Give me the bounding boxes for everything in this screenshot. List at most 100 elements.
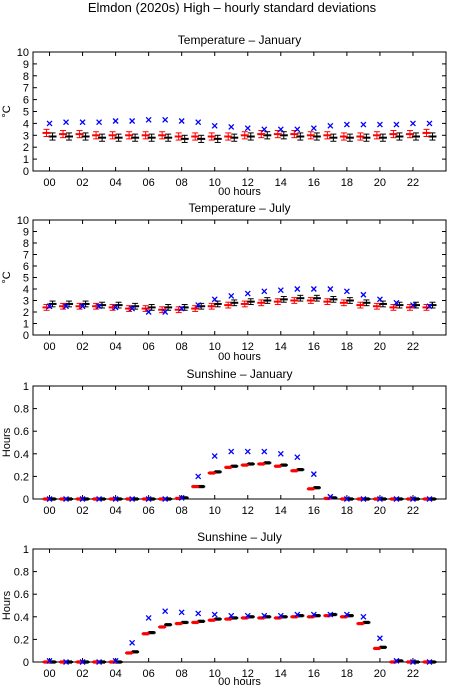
x-tick-label: 18 <box>341 505 353 517</box>
marker-stroke <box>393 496 400 502</box>
error-bar <box>164 304 173 311</box>
error-bar <box>191 484 200 489</box>
x-tick-label: 06 <box>143 505 155 517</box>
x-tick-label: 06 <box>143 177 155 189</box>
marker-stroke <box>96 496 103 502</box>
x-tick-label: 08 <box>176 341 188 353</box>
error-bar <box>389 130 398 139</box>
x-tick-label: 16 <box>308 177 320 189</box>
data-point <box>178 305 185 312</box>
x-tick-label: 16 <box>308 341 320 353</box>
marker-stroke <box>327 493 334 500</box>
y-tick-label: 4 <box>23 118 29 130</box>
x-tick-label: 14 <box>275 505 287 517</box>
y-tick-label: 7 <box>23 250 29 262</box>
data-point <box>294 611 301 618</box>
data-point <box>63 496 69 502</box>
marker-stroke <box>277 612 284 619</box>
marker-stroke <box>343 611 350 618</box>
x-tick-label: 20 <box>374 341 386 353</box>
marker-stroke <box>46 496 53 502</box>
y-tick-label: 0.4 <box>14 449 29 461</box>
data-point <box>393 299 400 306</box>
y-tick-label: 1 <box>23 544 29 556</box>
marker-stroke <box>129 118 136 124</box>
data-point <box>277 450 284 457</box>
data-point <box>162 309 169 315</box>
data-point <box>327 493 334 500</box>
data-point <box>261 612 268 619</box>
marker-stroke <box>426 659 433 665</box>
error-bar <box>329 133 338 142</box>
marker-stroke <box>162 309 169 315</box>
marker-stroke <box>79 303 86 310</box>
error-bar <box>372 302 381 310</box>
error-bar <box>257 130 266 139</box>
y-tick-label: 10 <box>17 47 29 59</box>
error-bar <box>389 304 398 311</box>
data-point <box>376 496 383 502</box>
marker-stroke <box>261 126 268 133</box>
marker-stroke <box>310 286 317 292</box>
y-tick-label: 5 <box>23 107 29 119</box>
marker-stroke <box>96 659 103 665</box>
data-point <box>145 309 152 315</box>
chart-panel-4: 0 0.2 0.4 0.6 0.8 1 00 02 04 06 08 10 12 14 16 18 20 22 Su… <box>1 530 447 688</box>
y-tick-label: 5 <box>23 273 29 285</box>
x-tick-label: 04 <box>109 177 121 189</box>
data-point <box>294 126 301 133</box>
error-bar <box>174 621 183 626</box>
y-tick-label: 0.2 <box>14 634 29 646</box>
plot-area <box>32 219 447 336</box>
marker-stroke <box>261 288 268 295</box>
x-tick-label: 14 <box>275 668 287 680</box>
error-bar <box>257 462 266 466</box>
marker-stroke <box>63 659 69 665</box>
marker-stroke <box>360 613 367 620</box>
x-tick-label: 10 <box>209 341 221 353</box>
data-point <box>228 448 235 455</box>
error-bar <box>224 617 233 621</box>
marker-stroke <box>327 122 334 129</box>
marker-stroke <box>294 286 301 292</box>
data-point <box>327 286 334 292</box>
error-bar <box>345 133 354 142</box>
x-tick-label: 20 <box>374 668 386 680</box>
data-point <box>261 288 268 295</box>
data-point <box>410 659 416 665</box>
marker-stroke <box>376 635 383 642</box>
error-bar <box>273 464 282 468</box>
x-tick-label: 06 <box>143 341 155 353</box>
marker-stroke <box>410 120 416 127</box>
marker-stroke <box>145 496 152 502</box>
y-tick-label: 1 <box>23 381 29 393</box>
marker-stroke <box>112 304 119 311</box>
marker-stroke <box>376 121 383 128</box>
marker-stroke <box>96 303 103 310</box>
marker-stroke <box>195 302 202 309</box>
data-point <box>376 296 383 303</box>
data-point <box>96 659 103 665</box>
data-point <box>310 286 317 292</box>
marker-stroke <box>112 496 119 502</box>
marker-stroke <box>46 303 53 310</box>
data-point <box>294 454 301 461</box>
error-bar <box>405 130 414 139</box>
error-bar <box>164 133 173 142</box>
data-point <box>63 303 69 310</box>
data-point <box>112 496 119 502</box>
marker-stroke <box>195 610 202 617</box>
marker-stroke <box>228 448 235 455</box>
x-tick-label: 22 <box>407 177 419 189</box>
data-point <box>360 291 367 298</box>
error-bar <box>207 618 216 622</box>
marker-stroke <box>244 612 251 619</box>
y-tick-label: 0.6 <box>14 589 29 601</box>
data-point <box>376 635 383 642</box>
marker-stroke <box>393 121 400 128</box>
y-tick-label: 6 <box>23 261 29 273</box>
data-point <box>162 608 169 615</box>
error-bar <box>339 132 348 141</box>
error-bar <box>240 616 249 620</box>
